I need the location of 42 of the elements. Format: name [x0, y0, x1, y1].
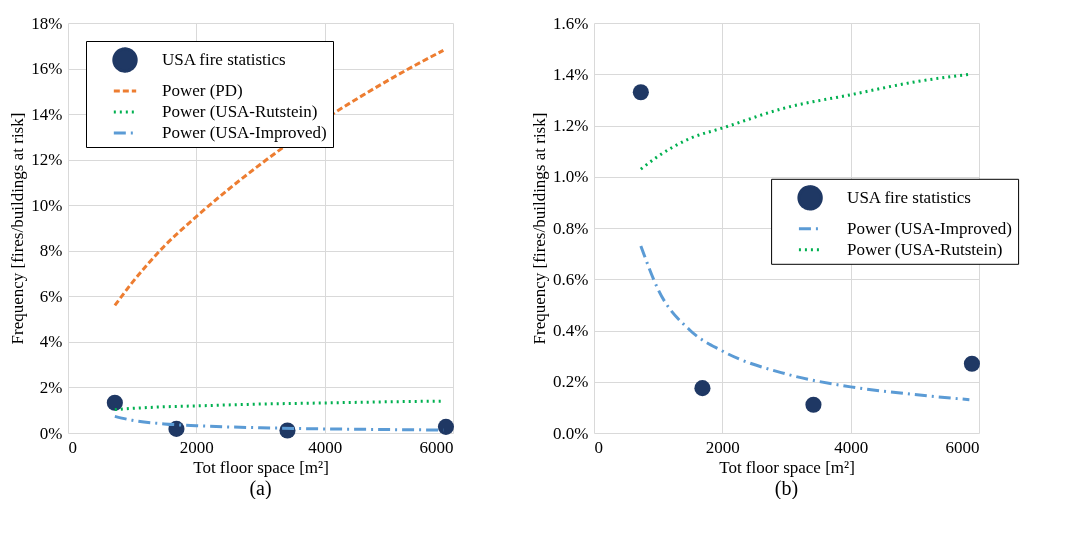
y-tick-label: 1.0% [553, 167, 589, 187]
y-tick-label: 2% [39, 377, 63, 397]
y-axis-title: Frequency [fires/buildings at risk] [8, 112, 28, 345]
y-tick-label: 1.4% [553, 64, 589, 84]
legend-label: Power (USA-Improved) [162, 123, 327, 142]
x-tick-label: 4000 [308, 437, 343, 457]
legend-label: USA fire statistics [162, 50, 286, 69]
x-tick-label: 6000 [945, 437, 980, 457]
y-tick-label: 0.4% [553, 321, 589, 340]
x-tick-label: 4000 [834, 437, 869, 457]
y-tick-label: 6% [39, 286, 63, 306]
x-tick-label: 0 [68, 437, 77, 457]
text: (a) [249, 477, 272, 500]
legend-label: Power (USA-Improved) [847, 218, 1012, 238]
y-tick-label: 12% [31, 150, 63, 170]
x-axis-title: Tot floor space [m²] [193, 457, 329, 477]
y-tick-label: 1.2% [553, 116, 589, 135]
y-tick-label: 18% [31, 13, 63, 33]
x-tick-label: 2000 [705, 437, 740, 457]
x-tick-label: 6000 [419, 437, 454, 457]
y-tick-label: 4% [39, 332, 63, 352]
x-axis-title: Tot floor space [m²] [719, 457, 855, 477]
legend-label: Power (USA-Rutstein) [847, 239, 1003, 259]
y-tick-label: 1.6% [553, 13, 589, 33]
text: (b) [774, 477, 799, 500]
y-tick-label: 0.2% [553, 372, 589, 392]
y-tick-label: 0.8% [553, 218, 589, 238]
y-tick-label: 10% [31, 195, 63, 215]
y-tick-label: 14% [31, 104, 63, 124]
legend-label: Power (USA-Rutstein) [162, 102, 318, 121]
x-tick-label: 0 [594, 437, 603, 457]
legend-label: Power (PD) [162, 81, 243, 100]
y-axis-title: Frequency [fires/buildings at risk] [530, 112, 550, 345]
y-tick-label: 8% [39, 241, 63, 261]
legend-label: USA fire statistics [847, 187, 971, 207]
y-tick-label: 0.6% [553, 269, 589, 289]
y-tick-label: 0.0% [553, 423, 589, 443]
y-tick-label: 0% [39, 423, 63, 443]
y-tick-label: 16% [31, 59, 63, 79]
line-series [639, 72, 971, 171]
x-tick-label: 2000 [179, 437, 214, 457]
line-series [113, 48, 445, 307]
